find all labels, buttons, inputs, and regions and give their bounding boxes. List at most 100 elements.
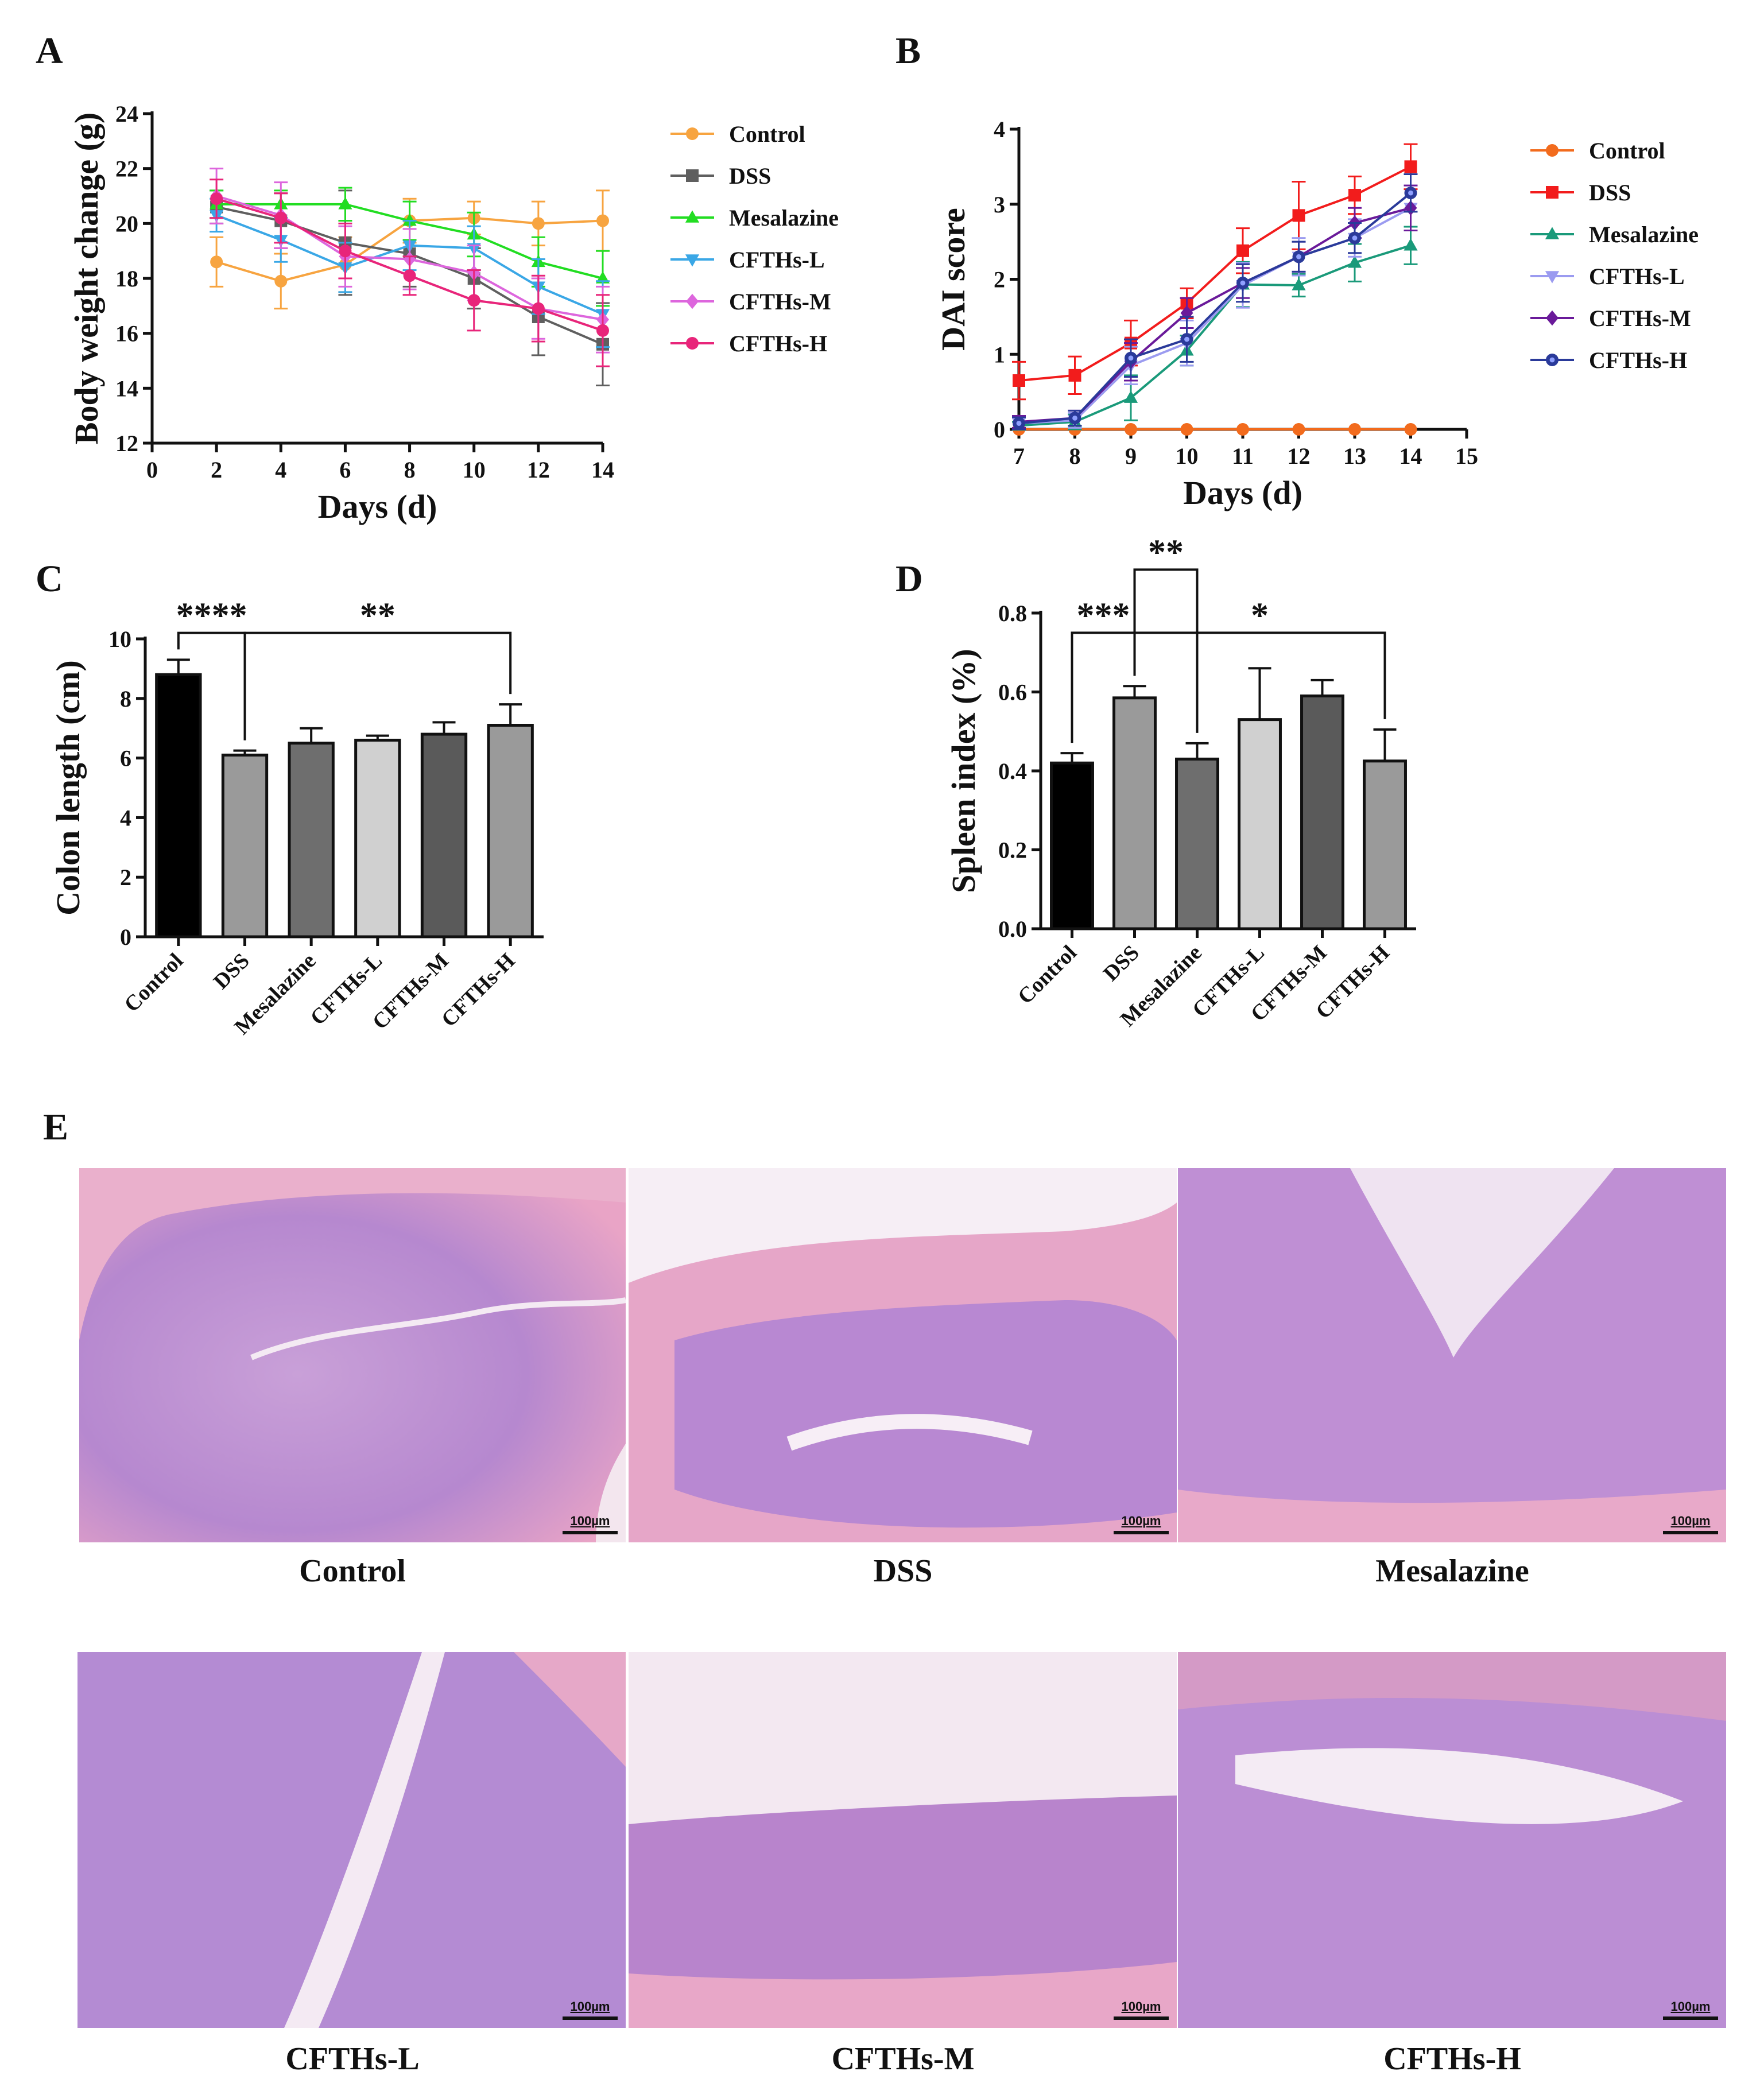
- y-tick-label: 14: [115, 375, 138, 401]
- data-point: [1545, 271, 1560, 284]
- bar: [1363, 759, 1407, 930]
- significance-bracket: [1133, 568, 1199, 733]
- x-tick-label: 0: [146, 457, 158, 483]
- significance-annotation: ***: [1071, 596, 1136, 743]
- data-point: [686, 337, 699, 350]
- series-cfths-h: [1012, 173, 1418, 431]
- x-tick-label: 10: [1176, 443, 1199, 469]
- histology-image-dss: 100µm: [629, 1168, 1177, 1542]
- significance-bracket: [243, 631, 512, 740]
- caption-dss: DSS: [873, 1553, 933, 1589]
- bar-group-dss: DSS: [1099, 685, 1157, 986]
- he-stain-image: [77, 1652, 626, 2028]
- y-tick-label: 18: [115, 266, 138, 292]
- histology-image-cfths-h: 100µm: [1178, 1652, 1726, 2028]
- data-point: [1348, 423, 1361, 436]
- significance-annotation: *: [1133, 596, 1386, 719]
- y-axis-label: Spleen index (%): [945, 649, 982, 893]
- significance-annotation: **: [243, 596, 512, 740]
- data-point: [1404, 160, 1417, 173]
- significance-label: **: [360, 596, 396, 635]
- data-point: [1125, 423, 1137, 436]
- panel-letter-b: B: [895, 30, 921, 72]
- x-tick-label: Control: [1013, 941, 1081, 1009]
- data-point: [1545, 227, 1560, 239]
- y-tick-label: 1: [994, 342, 1005, 367]
- data-point: [1013, 374, 1025, 387]
- x-tick-label: 9: [1125, 443, 1137, 469]
- y-tick-label: 22: [115, 156, 138, 182]
- x-tick-label: 4: [275, 457, 286, 483]
- legend-label: Control: [729, 121, 805, 147]
- scale-bar: 100µm: [1114, 1999, 1169, 2020]
- legend-label: Mesalazine: [729, 205, 839, 231]
- data-point-center: [1184, 336, 1189, 342]
- bar: [1112, 696, 1157, 930]
- data-point: [596, 214, 609, 227]
- legend-item-mesalazine: Mesalazine: [670, 205, 839, 231]
- scale-bar: 100µm: [563, 1999, 618, 2020]
- y-tick-label: 8: [120, 686, 131, 712]
- legend-label: CFTHs-M: [729, 289, 831, 315]
- he-stain-image: [629, 1652, 1177, 2028]
- bar-group-control: Control: [1013, 752, 1094, 1009]
- legend-label: Mesalazine: [1589, 222, 1699, 247]
- scale-bar: 100µm: [1663, 1514, 1718, 1534]
- panel-letter-c: C: [36, 558, 63, 600]
- bar: [354, 738, 401, 939]
- x-tick-label: CFTHs-H: [437, 949, 520, 1032]
- legend-label: CFTHs-M: [1589, 305, 1691, 331]
- histology-image-cfths-m: 100µm: [629, 1652, 1177, 2028]
- x-tick-label: 11: [1232, 443, 1254, 469]
- y-tick-label: 0: [120, 924, 131, 950]
- significance-label: ***: [1077, 596, 1130, 635]
- y-tick-label: 0.8: [998, 600, 1027, 626]
- bar: [155, 673, 202, 939]
- bar: [288, 742, 335, 939]
- legend-item-cfths-l: CFTHs-L: [670, 247, 825, 273]
- scale-bar: 100µm: [1114, 1514, 1169, 1534]
- data-point: [1123, 390, 1138, 403]
- he-stain-image: [629, 1168, 1177, 1542]
- legend-item-cfths-h: CFTHs-H: [670, 331, 827, 356]
- legend-label: CFTHs-L: [1589, 263, 1685, 289]
- y-tick-label: 10: [108, 626, 131, 652]
- x-tick-label: 7: [1013, 443, 1025, 469]
- panel-letter-d: D: [895, 558, 923, 600]
- y-tick-label: 6: [120, 746, 131, 771]
- data-point: [274, 274, 288, 288]
- data-point: [685, 210, 700, 223]
- y-tick-label: 20: [115, 211, 138, 236]
- bar: [1175, 757, 1219, 930]
- data-point: [1404, 238, 1418, 251]
- data-point-center: [1016, 421, 1022, 426]
- data-point: [1546, 144, 1558, 157]
- he-stain-image: [1178, 1168, 1726, 1542]
- data-point: [1180, 423, 1193, 436]
- x-tick-label: 10: [463, 457, 486, 483]
- legend-label: DSS: [1589, 180, 1631, 205]
- series-cfths-m: [1012, 184, 1418, 430]
- legend-item-mesalazine: Mesalazine: [1530, 222, 1699, 247]
- scale-bar: 100µm: [1663, 1999, 1718, 2020]
- y-axis-label: Body weight change (g): [68, 113, 105, 444]
- y-tick-label: 24: [115, 101, 138, 127]
- x-tick-label: DSS: [1099, 941, 1144, 986]
- legend-label: CFTHs-H: [1589, 347, 1687, 373]
- data-point: [1292, 423, 1305, 436]
- x-axis-label: Days (d): [318, 488, 437, 525]
- x-tick-label: 8: [404, 457, 416, 483]
- data-point: [467, 294, 480, 307]
- y-tick-label: 0.2: [998, 837, 1027, 863]
- x-tick-label: 2: [211, 457, 222, 483]
- significance-label: *: [1251, 596, 1269, 635]
- panel-letter-a: A: [36, 30, 63, 72]
- histology-image-mesalazine: 100µm: [1178, 1168, 1726, 1542]
- legend-label: DSS: [729, 163, 771, 189]
- data-point: [1068, 369, 1081, 382]
- data-point: [686, 169, 699, 182]
- bar: [1300, 694, 1344, 930]
- chart-d-spleen-index: 0.0 0.2 0.4 0.6 0.8 Spleen index (%) Control DS…: [945, 533, 1416, 1031]
- series-line: [1018, 244, 1412, 427]
